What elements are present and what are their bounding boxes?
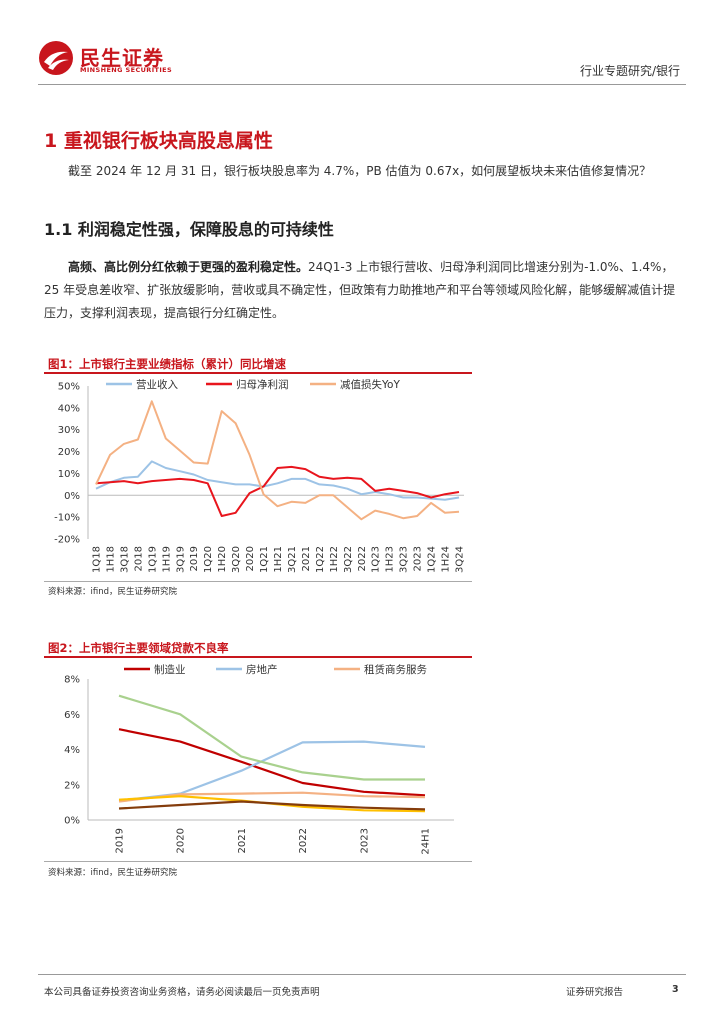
y-tick-label: 4% (64, 745, 80, 756)
company-logo: 民生证券 MINSHENG SECURITIES (38, 40, 178, 76)
x-tick-label: 2018 (133, 546, 144, 571)
logo-cn-text: 民生证券 (80, 46, 164, 70)
figure1-bottom-rule (44, 581, 472, 582)
x-tick-label: 1H23 (385, 546, 396, 573)
x-tick-label: 1Q19 (147, 546, 158, 573)
report-category: 行业专题研究/银行 (579, 64, 680, 78)
y-tick-label: 30% (58, 425, 80, 436)
x-tick-label: 1Q21 (259, 546, 270, 573)
legend-label: 减值损失YoY (340, 378, 400, 391)
x-tick-label: 1Q18 (92, 546, 103, 573)
figure1-chart: 50%40%30%20%10%0%-10%-20%1Q18 1H18 3Q18 201… (54, 378, 466, 573)
body-text: 24Q1-3 上市银行营收、归母净利润同比增速分别为-1.0%、1.4%，25 … (44, 260, 676, 320)
x-tick-label: 2023 (359, 828, 370, 853)
x-tick-label: 3Q19 (175, 546, 186, 573)
x-tick-label: 2021 (237, 828, 248, 853)
figure2-bottom-rule (44, 861, 472, 862)
section-title: 1 重视银行板块高股息属性 (44, 130, 273, 152)
logo-en-text: MINSHENG SECURITIES (80, 66, 173, 74)
figure2-title: 图2：上市银行主要领域贷款不良率 (48, 641, 229, 655)
x-tick-label: 2019 (189, 546, 200, 571)
x-tick-label: 1Q23 (371, 546, 382, 573)
legend-label: 房地产 (246, 663, 278, 676)
x-tick-label: 1H24 (441, 546, 452, 573)
x-tick-label: 2023 (413, 546, 424, 571)
body-lead: 高频、高比例分红依赖于更强的盈利稳定性。 (68, 260, 309, 274)
y-tick-label: 0% (64, 816, 80, 827)
x-tick-label: 2022 (357, 546, 368, 571)
subsection-body: 高频、高比例分红依赖于更强的盈利稳定性。24Q1-3 上市银行营收、归母净利润同… (44, 256, 676, 325)
x-tick-label: 3Q18 (119, 546, 130, 573)
header-divider (38, 84, 686, 85)
x-tick-label: 3Q21 (287, 546, 298, 573)
footer-disclaimer: 本公司具备证券投资咨询业务资格，请务必阅读最后一页免责声明 (44, 987, 320, 998)
x-tick-label: 2020 (176, 828, 187, 853)
x-tick-label: 1H18 (105, 546, 116, 573)
x-tick-label: 1Q24 (427, 546, 438, 573)
figure2-chart: 8% 6% 4% 2% 0% 2019 2020 2021 2022 2023 24H1 制造业 房地产… (64, 663, 454, 855)
footer-report-type: 证券研究报告 (566, 987, 624, 998)
legend-label: 营业收入 (136, 378, 178, 391)
x-tick-label: 1H20 (217, 546, 228, 573)
series-line (95, 465, 460, 517)
y-tick-label: -20% (54, 535, 80, 546)
x-tick-label: 1H22 (329, 546, 340, 573)
x-tick-label: 2022 (298, 828, 309, 853)
intro-text: 截至 2024 年 12 月 31 日，银行板块股息率为 4.7%，PB 估值为… (68, 164, 652, 178)
legend-label: 租赁商务服务 (364, 663, 427, 676)
x-tick-label: 2020 (245, 546, 256, 571)
footer-divider (38, 974, 686, 975)
x-tick-label: 2021 (301, 546, 312, 571)
y-tick-label: 50% (58, 382, 80, 393)
x-tick-label: 24H1 (421, 828, 432, 855)
figure2-source: 资料来源：ifind，民生证券研究院 (48, 868, 177, 878)
series-line (95, 460, 460, 501)
figure1-source: 资料来源：ifind，民生证券研究院 (48, 587, 177, 597)
y-tick-label: 20% (58, 447, 80, 458)
page-number: 3 (672, 984, 679, 995)
section-intro: 截至 2024 年 12 月 31 日，银行板块股息率为 4.7%，PB 估值为… (44, 160, 676, 183)
y-tick-label: 10% (58, 469, 80, 480)
y-tick-label: -10% (54, 513, 80, 524)
x-tick-label: 3Q20 (231, 546, 242, 573)
subsection-title: 1.1 利润稳定性强，保障股息的可持续性 (44, 220, 334, 239)
legend-label: 制造业 (154, 663, 186, 676)
x-tick-label: 3Q23 (399, 546, 410, 573)
x-tick-label: 1H21 (273, 546, 284, 573)
series-line (118, 791, 426, 803)
x-tick-label: 1H19 (161, 546, 172, 573)
figure1-title: 图1：上市银行主要业绩指标（累计）同比增速 (48, 357, 286, 371)
x-tick-label: 3Q22 (343, 546, 354, 573)
figure2-top-rule (44, 656, 472, 658)
y-tick-label: 0% (64, 491, 80, 502)
y-tick-label: 2% (64, 780, 80, 791)
x-tick-label: 1Q22 (315, 546, 326, 573)
legend-label: 归母净利润 (236, 378, 289, 391)
y-tick-label: 40% (58, 403, 80, 414)
y-tick-label: 6% (64, 710, 80, 721)
y-tick-label: 8% (64, 675, 80, 686)
series-line (118, 728, 426, 797)
series-line (95, 400, 460, 521)
logo-mark-icon (39, 41, 73, 75)
series-line (118, 800, 426, 811)
x-tick-label: 2019 (115, 828, 126, 853)
figure1-top-rule (44, 372, 472, 374)
x-tick-label: 3Q24 (455, 546, 466, 573)
series-line (118, 694, 425, 781)
x-tick-label: 1Q20 (203, 546, 214, 573)
